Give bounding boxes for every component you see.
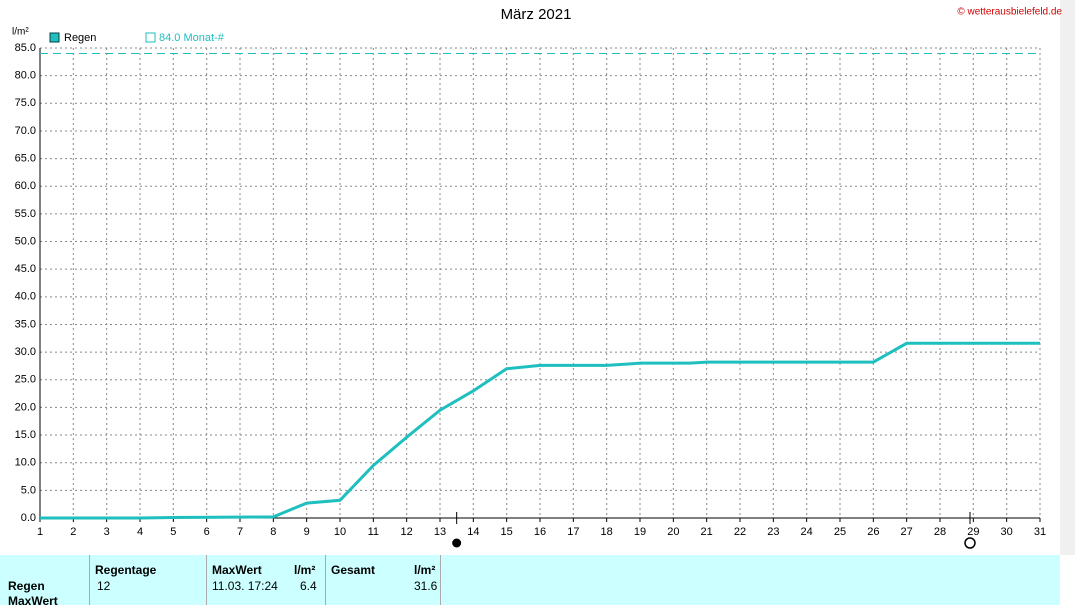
x-tick-label: 7 xyxy=(237,526,243,538)
x-tick-label: 26 xyxy=(867,526,879,538)
x-tick-label: 28 xyxy=(934,526,946,538)
x-tick-label: 13 xyxy=(434,526,446,538)
cell: 31.6 xyxy=(414,579,438,593)
y-tick-label: 50.0 xyxy=(15,235,36,247)
y-tick-label: 75.0 xyxy=(15,97,36,109)
divider xyxy=(89,555,90,605)
moon-marker xyxy=(964,537,976,549)
divider xyxy=(206,555,207,605)
column-header: l/m² xyxy=(414,563,436,577)
x-tick-label: 16 xyxy=(534,526,546,538)
x-tick-label: 27 xyxy=(901,526,913,538)
y-tick-label: 60.0 xyxy=(15,180,36,192)
moon-marker xyxy=(452,538,462,548)
y-tick-label: 80.0 xyxy=(15,70,36,82)
y-tick-label: 65.0 xyxy=(15,152,36,164)
x-tick-label: 25 xyxy=(834,526,846,538)
x-tick-label: 15 xyxy=(501,526,513,538)
y-tick-label: 0.0 xyxy=(21,512,36,524)
x-tick-label: 9 xyxy=(304,526,310,538)
row-label: Regen xyxy=(8,579,45,593)
y-tick-label: 30.0 xyxy=(15,346,36,358)
x-tick-label: 2 xyxy=(70,526,76,538)
cell: 12 xyxy=(97,579,111,593)
x-tick-label: 30 xyxy=(1001,526,1013,538)
y-unit: l/m² xyxy=(12,27,29,38)
x-tick-label: 6 xyxy=(204,526,210,538)
x-tick-label: 1 xyxy=(37,526,43,538)
legend-label: Regen xyxy=(64,32,96,44)
y-tick-label: 70.0 xyxy=(15,125,36,137)
x-tick-label: 17 xyxy=(567,526,579,538)
legend-swatch xyxy=(49,32,60,43)
column-header: l/m² xyxy=(294,563,316,577)
x-tick-label: 18 xyxy=(601,526,613,538)
x-tick-label: 22 xyxy=(734,526,746,538)
x-tick-label: 3 xyxy=(104,526,110,538)
column-header: MaxWert xyxy=(212,563,262,577)
y-tick-label: 55.0 xyxy=(15,208,36,220)
x-tick-label: 12 xyxy=(401,526,413,538)
x-tick-label: 8 xyxy=(270,526,276,538)
cell: 6.4 xyxy=(300,579,317,593)
scrollbar xyxy=(1060,0,1075,555)
row-label: MaxWert xyxy=(8,594,58,605)
summary-table: Regentage MaxWert l/m² Gesamt l/m² Regen 12 11.… xyxy=(0,555,1060,605)
chart: März 2021 © wetterausbielefeld.de l/m² 0… xyxy=(12,0,1075,555)
x-tick-label: 21 xyxy=(701,526,713,538)
y-tick-label: 5.0 xyxy=(21,484,36,496)
legend-swatch xyxy=(145,32,156,43)
x-tick-label: 5 xyxy=(170,526,176,538)
x-tick-label: 14 xyxy=(467,526,479,538)
column-header: Gesamt xyxy=(331,563,376,577)
x-tick-label: 29 xyxy=(967,526,979,538)
series-line xyxy=(40,341,1040,520)
chart-title: März 2021 xyxy=(501,6,572,23)
x-tick-label: 20 xyxy=(667,526,679,538)
x-tick-label: 10 xyxy=(334,526,346,538)
cell: 11.03. 17:24 xyxy=(212,579,278,593)
x-tick-label: 23 xyxy=(767,526,779,538)
y-tick-label: 25.0 xyxy=(15,374,36,386)
y-tick-label: 45.0 xyxy=(15,263,36,275)
column-header: Regentage xyxy=(95,563,157,577)
legend-label: 84.0 Monat-# xyxy=(159,32,225,44)
x-tick-label: 11 xyxy=(368,526,379,538)
divider xyxy=(325,555,326,605)
y-tick-label: 40.0 xyxy=(15,291,36,303)
y-tick-label: 85.0 xyxy=(15,42,36,54)
y-tick-label: 35.0 xyxy=(15,318,36,330)
x-tick-label: 24 xyxy=(801,526,813,538)
copyright: © wetterausbielefeld.de xyxy=(957,7,1062,18)
x-tick-label: 4 xyxy=(137,526,143,538)
y-tick-label: 20.0 xyxy=(15,401,36,413)
divider xyxy=(440,555,441,605)
x-tick-label: 19 xyxy=(634,526,646,538)
y-tick-label: 15.0 xyxy=(15,429,36,441)
x-tick-label: 31 xyxy=(1034,526,1046,538)
y-tick-label: 10.0 xyxy=(15,457,36,469)
